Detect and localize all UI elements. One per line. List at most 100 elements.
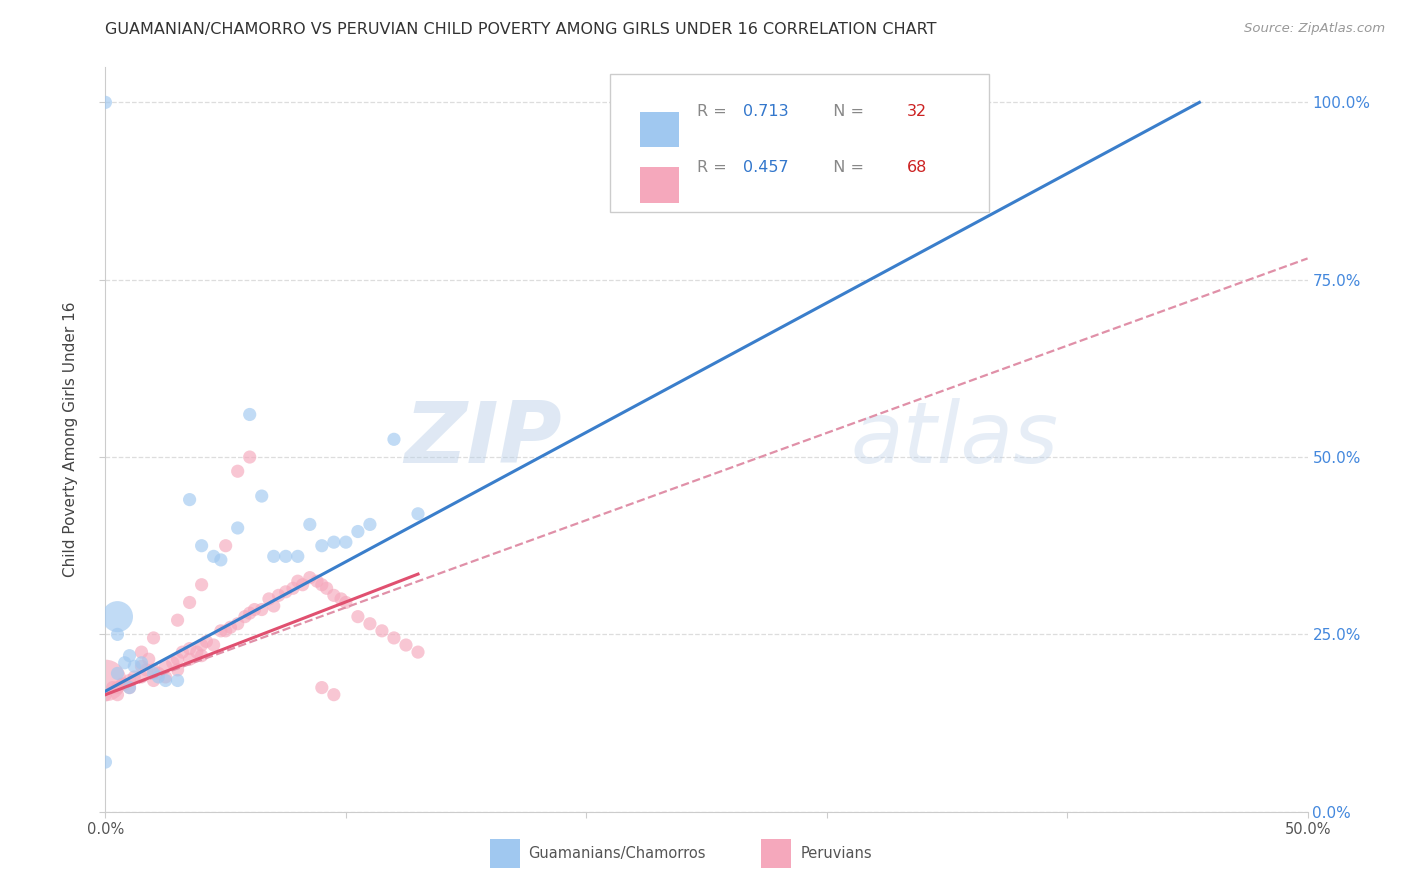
Point (131, 670, 153, 684)
Point (107, 609, 129, 624)
Point (315, 582, 337, 596)
Text: Guamanians/Chamorros: Guamanians/Chamorros (529, 846, 706, 861)
Point (114, 677, 136, 691)
Point (330, 591, 353, 606)
Point (322, 688, 344, 702)
Point (311, 578, 333, 592)
Point (142, 631, 165, 645)
Point (239, 606, 262, 620)
Point (148, 670, 170, 684)
Point (179, 595, 201, 609)
Point (214, 539, 236, 553)
Text: 0.457: 0.457 (742, 160, 789, 175)
Point (101, 681, 124, 695)
Point (107, 688, 129, 702)
Point (94, 755, 117, 769)
Point (179, 641, 201, 656)
Text: 0.713: 0.713 (742, 104, 789, 120)
Text: R =: R = (697, 160, 731, 175)
Point (274, 584, 297, 599)
Point (322, 535, 344, 549)
Point (114, 656, 136, 670)
Point (124, 659, 146, 673)
Point (406, 507, 429, 521)
Point (202, 638, 225, 652)
Point (155, 659, 177, 673)
Point (347, 609, 370, 624)
Point (267, 588, 290, 602)
Point (311, 681, 333, 695)
Point (287, 549, 309, 564)
Point (322, 588, 344, 602)
Point (166, 652, 188, 666)
Point (359, 517, 381, 532)
FancyBboxPatch shape (491, 839, 520, 868)
FancyBboxPatch shape (761, 839, 790, 868)
FancyBboxPatch shape (610, 74, 988, 212)
Point (214, 624, 236, 638)
Point (107, 627, 129, 641)
Point (406, 645, 429, 659)
Point (209, 553, 232, 567)
Point (202, 549, 225, 564)
Point (233, 609, 256, 624)
Point (94, 673, 117, 688)
Point (382, 631, 405, 645)
Point (155, 670, 177, 684)
Text: Peruvians: Peruvians (800, 846, 872, 861)
Point (142, 666, 165, 681)
Point (209, 624, 232, 638)
Point (298, 517, 321, 532)
Point (250, 489, 273, 503)
Point (190, 638, 212, 652)
Text: GUAMANIAN/CHAMORRO VS PERUVIAN CHILD POVERTY AMONG GIRLS UNDER 16 CORRELATION CH: GUAMANIAN/CHAMORRO VS PERUVIAN CHILD POV… (105, 22, 936, 37)
FancyBboxPatch shape (640, 168, 679, 203)
Point (107, 681, 129, 695)
Point (131, 656, 153, 670)
Point (382, 433, 405, 447)
Point (274, 549, 297, 564)
Point (298, 571, 321, 585)
Point (311, 539, 333, 553)
Point (135, 663, 157, 677)
Point (226, 616, 249, 631)
Point (239, 408, 262, 422)
Point (347, 524, 370, 539)
Point (172, 645, 194, 659)
Point (190, 539, 212, 553)
Text: N =: N = (823, 160, 869, 175)
Point (142, 663, 165, 677)
Text: atlas: atlas (851, 398, 1059, 481)
Point (239, 450, 262, 464)
Point (219, 620, 242, 634)
Point (371, 624, 394, 638)
Point (107, 666, 129, 681)
Text: 68: 68 (907, 160, 928, 175)
Point (335, 535, 357, 549)
Point (291, 578, 314, 592)
Point (179, 652, 201, 666)
Point (226, 521, 249, 535)
Point (166, 673, 188, 688)
Point (148, 666, 170, 681)
Point (190, 578, 212, 592)
Point (142, 673, 165, 688)
Point (243, 602, 266, 616)
Point (305, 574, 328, 589)
FancyBboxPatch shape (640, 112, 679, 147)
Point (179, 492, 201, 507)
Point (395, 638, 418, 652)
Point (226, 464, 249, 478)
Point (190, 648, 212, 663)
Point (359, 616, 381, 631)
Point (131, 659, 153, 673)
Point (118, 681, 141, 695)
Point (118, 673, 141, 688)
Point (118, 648, 141, 663)
Y-axis label: Child Poverty Among Girls Under 16: Child Poverty Among Girls Under 16 (63, 301, 79, 577)
Text: Source: ZipAtlas.com: Source: ZipAtlas.com (1244, 22, 1385, 36)
Point (186, 645, 208, 659)
Point (335, 595, 357, 609)
Point (155, 673, 177, 688)
Point (131, 645, 153, 659)
